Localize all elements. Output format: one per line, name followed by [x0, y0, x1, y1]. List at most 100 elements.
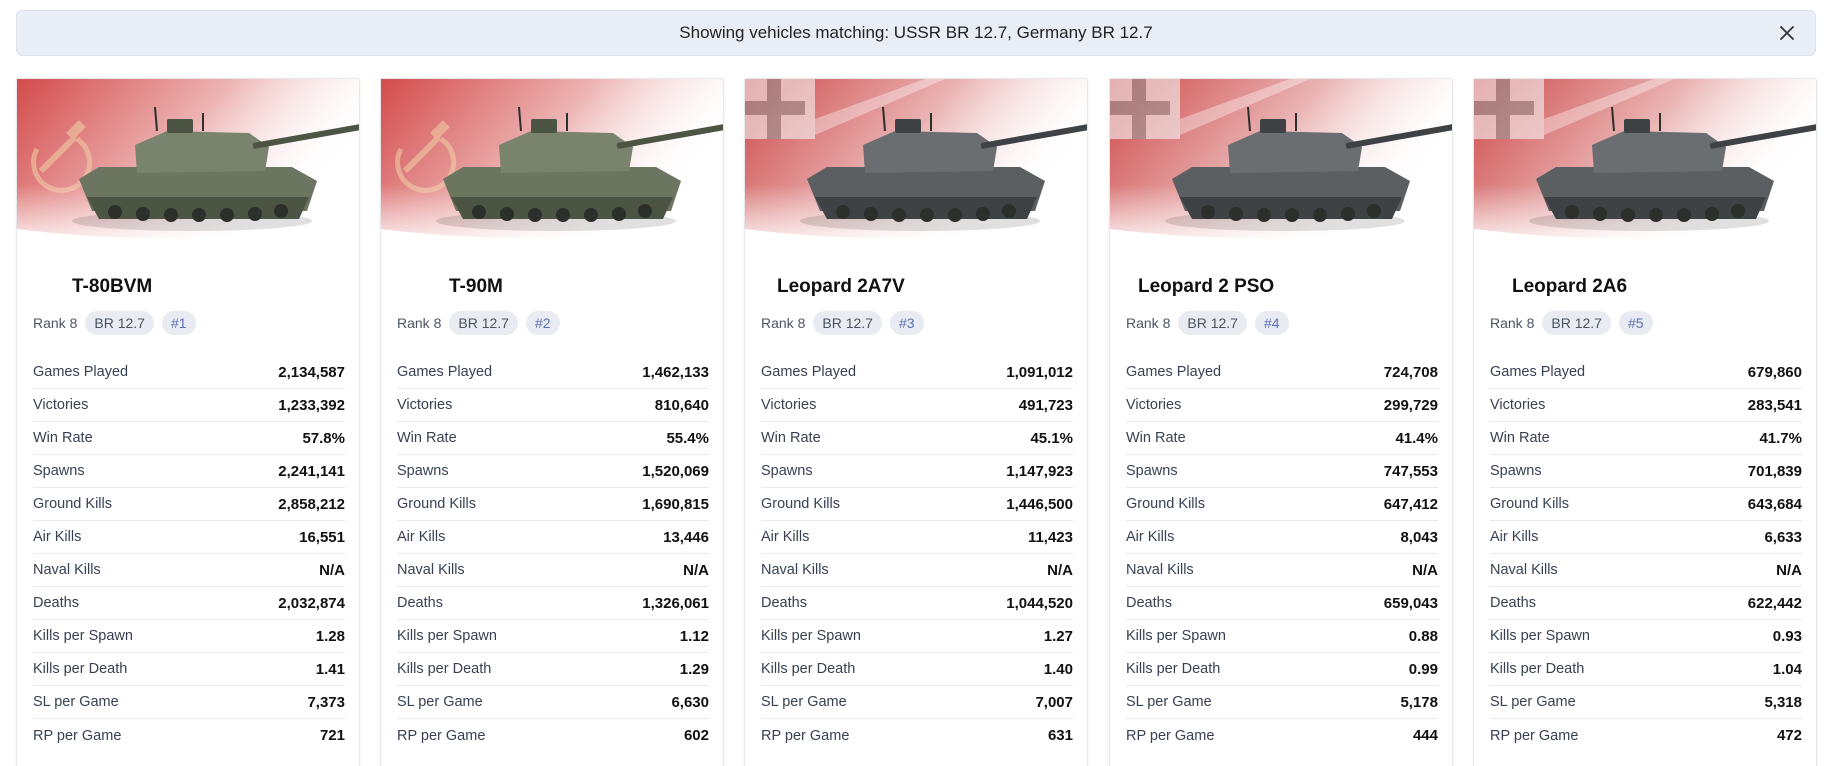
- filter-banner-text: Showing vehicles matching: USSR BR 12.7,…: [679, 23, 1153, 42]
- vehicle-image: [1110, 79, 1452, 254]
- stat-label: Naval Kills: [1126, 562, 1194, 578]
- stat-row: Air Kills 16,551: [33, 521, 345, 554]
- vehicle-card[interactable]: Leopard 2A6 Rank 8 BR 12.7 #5 Games Play…: [1473, 78, 1817, 766]
- stat-label: SL per Game: [33, 694, 119, 710]
- stat-value: 11,423: [1027, 528, 1073, 546]
- stat-label: Naval Kills: [761, 562, 829, 578]
- vehicle-tags: Rank 8 BR 12.7 #1: [33, 311, 196, 335]
- stat-label: Games Played: [761, 364, 857, 380]
- stat-value: 1.29: [679, 660, 709, 678]
- stats-table: Games Played 724,708 Victories 299,729 W…: [1126, 356, 1438, 752]
- stat-row: Games Played 679,860: [1490, 356, 1802, 389]
- stat-value: 810,640: [654, 396, 709, 414]
- stat-label: Ground Kills: [33, 496, 112, 512]
- stat-row: Win Rate 41.4%: [1126, 422, 1438, 455]
- stat-label: Air Kills: [1490, 529, 1539, 545]
- stat-row: Naval Kills N/A: [1126, 554, 1438, 587]
- stat-label: RP per Game: [761, 727, 850, 744]
- position-badge: #2: [525, 311, 560, 335]
- stat-row: Deaths 622,442: [1490, 587, 1802, 620]
- stat-value: 57.8%: [302, 429, 345, 447]
- stat-label: Kills per Death: [397, 661, 492, 677]
- stat-label: RP per Game: [33, 727, 122, 744]
- filter-banner: Showing vehicles matching: USSR BR 12.7,…: [16, 10, 1816, 56]
- vehicle-card[interactable]: Leopard 2A7V Rank 8 BR 12.7 #3 Games Pla…: [744, 78, 1088, 766]
- stat-value: 55.4%: [666, 429, 709, 447]
- stat-row: Victories 810,640: [397, 389, 709, 422]
- stat-value: 5,318: [1764, 693, 1802, 711]
- stat-value: N/A: [683, 561, 709, 579]
- tank-silhouette: [1529, 106, 1816, 231]
- vehicle-name: Leopard 2 PSO: [1138, 276, 1275, 297]
- stat-row: Spawns 1,520,069: [397, 455, 709, 488]
- stat-label: Games Played: [1490, 364, 1586, 380]
- stat-label: RP per Game: [1490, 727, 1579, 744]
- rank-label: Rank 8: [761, 315, 806, 331]
- stat-label: Spawns: [397, 463, 449, 479]
- stat-value: 631: [1047, 727, 1073, 744]
- stat-value: N/A: [1412, 561, 1438, 579]
- stat-row: Win Rate 45.1%: [761, 422, 1073, 455]
- close-icon[interactable]: [1777, 23, 1797, 43]
- stat-row: SL per Game 5,318: [1490, 686, 1802, 719]
- stat-row: RP per Game 472: [1490, 719, 1802, 752]
- vehicle-name: T-80BVM: [72, 276, 153, 297]
- stat-label: Deaths: [397, 595, 443, 611]
- stat-value: 721: [319, 727, 345, 744]
- stat-row: Games Played 724,708: [1126, 356, 1438, 389]
- stat-label: Kills per Spawn: [33, 628, 133, 644]
- stat-label: Kills per Death: [1126, 661, 1221, 677]
- stat-row: Games Played 1,091,012: [761, 356, 1073, 389]
- stat-row: Kills per Spawn 0.93: [1490, 620, 1802, 653]
- stat-label: Victories: [33, 397, 89, 413]
- stats-table: Games Played 1,091,012 Victories 491,723…: [761, 356, 1073, 752]
- vehicle-image: [1474, 79, 1816, 254]
- stats-table: Games Played 2,134,587 Victories 1,233,3…: [33, 356, 345, 752]
- vehicle-image-container: [381, 79, 723, 254]
- tank-silhouette: [436, 106, 723, 231]
- stat-value: 283,541: [1747, 396, 1802, 414]
- stat-value: 602: [683, 727, 709, 744]
- stat-value: 1.41: [315, 660, 345, 678]
- vehicle-card[interactable]: Leopard 2 PSO Rank 8 BR 12.7 #4 Games Pl…: [1109, 78, 1453, 766]
- stat-row: Kills per Spawn 1.28: [33, 620, 345, 653]
- stat-label: Win Rate: [761, 430, 821, 446]
- vehicle-card[interactable]: T-90M Rank 8 BR 12.7 #2 Games Played 1,4…: [380, 78, 724, 766]
- vehicle-image-container: [17, 79, 359, 254]
- stat-row: Kills per Death 1.04: [1490, 653, 1802, 686]
- stat-label: SL per Game: [1126, 694, 1212, 710]
- br-badge: BR 12.7: [1542, 311, 1611, 335]
- stat-row: Naval Kills N/A: [761, 554, 1073, 587]
- stat-label: RP per Game: [1126, 727, 1215, 744]
- stat-row: Win Rate 55.4%: [397, 422, 709, 455]
- stat-label: Ground Kills: [397, 496, 476, 512]
- stat-row: SL per Game 7,373: [33, 686, 345, 719]
- stat-value: 1,147,923: [1006, 462, 1073, 480]
- stat-value: 13,446: [663, 528, 709, 546]
- stat-value: 659,043: [1383, 594, 1438, 612]
- stat-label: Win Rate: [1490, 430, 1550, 446]
- stat-label: Kills per Spawn: [761, 628, 861, 644]
- stat-label: Spawns: [761, 463, 813, 479]
- stat-row: Naval Kills N/A: [1490, 554, 1802, 587]
- vehicle-tags: Rank 8 BR 12.7 #3: [761, 311, 924, 335]
- stat-label: SL per Game: [1490, 694, 1576, 710]
- stat-row: Air Kills 13,446: [397, 521, 709, 554]
- stat-value: 6,633: [1764, 528, 1802, 546]
- stat-value: N/A: [1047, 561, 1073, 579]
- rank-label: Rank 8: [1126, 315, 1171, 331]
- stat-row: Ground Kills 647,412: [1126, 488, 1438, 521]
- stat-row: RP per Game 602: [397, 719, 709, 752]
- stat-value: 1,446,500: [1006, 495, 1073, 513]
- stat-row: Victories 299,729: [1126, 389, 1438, 422]
- stat-label: Deaths: [1126, 595, 1172, 611]
- stat-label: Ground Kills: [1126, 496, 1205, 512]
- position-badge: #4: [1254, 311, 1289, 335]
- stat-value: 747,553: [1383, 462, 1438, 480]
- stat-row: Deaths 1,326,061: [397, 587, 709, 620]
- stat-label: Deaths: [1490, 595, 1536, 611]
- stat-label: Deaths: [33, 595, 79, 611]
- stat-row: Kills per Death 1.40: [761, 653, 1073, 686]
- vehicle-image-container: [1474, 79, 1816, 254]
- vehicle-card[interactable]: T-80BVM Rank 8 BR 12.7 #1 Games Played 2…: [16, 78, 360, 766]
